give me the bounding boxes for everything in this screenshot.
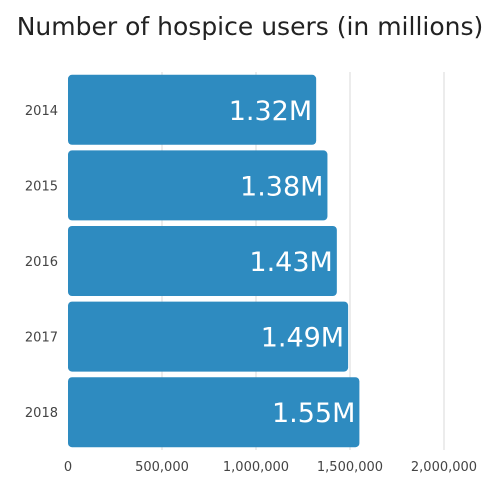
bar-2017 xyxy=(68,301,349,372)
bar-2018 xyxy=(68,377,360,448)
data-label: 1.32M xyxy=(229,96,312,127)
x-tick-label: 0 xyxy=(64,460,72,475)
data-label: 1.43M xyxy=(249,247,332,278)
x-tick-label: 2,000,000 xyxy=(411,460,477,475)
y-axis-tick-labels: 2014 2015 2016 2017 2018 xyxy=(25,104,58,421)
chart-title: Number of hospice users (in millions) xyxy=(16,12,484,41)
x-axis-tick-labels: 0 500,000 1,000,000 1,500,000 2,000,000 xyxy=(64,460,477,475)
y-tick-label: 2014 xyxy=(25,104,58,119)
data-label: 1.38M xyxy=(240,171,323,202)
bar-2015 xyxy=(68,150,328,221)
bars xyxy=(68,74,360,448)
x-tick-label: 1,500,000 xyxy=(317,460,383,475)
y-tick-label: 2016 xyxy=(25,255,58,270)
y-tick-label: 2018 xyxy=(25,406,58,421)
y-tick-label: 2015 xyxy=(25,179,58,194)
data-labels: 1.32M 1.38M 1.43M 1.49M 1.55M xyxy=(229,96,356,429)
data-label: 1.55M xyxy=(272,398,355,429)
x-tick-label: 500,000 xyxy=(135,460,189,475)
y-tick-label: 2017 xyxy=(25,331,58,346)
bar-2014 xyxy=(68,74,317,145)
bar-2016 xyxy=(68,226,337,296)
data-label: 1.49M xyxy=(261,323,344,354)
x-tick-label: 1,000,000 xyxy=(223,460,289,475)
